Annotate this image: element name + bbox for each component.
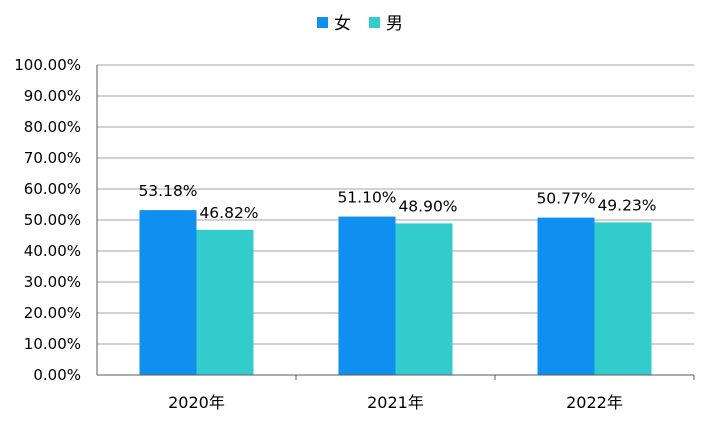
bar-female: [338, 216, 396, 375]
x-category-label: 2021年: [367, 393, 424, 412]
bar-male: [196, 229, 254, 375]
y-tick-label: 30.00%: [24, 273, 81, 291]
x-axis-categories: 2020年 2021年 2022年: [168, 393, 623, 412]
y-tick-label: 0.00%: [33, 366, 81, 384]
legend-label: 男: [386, 14, 403, 34]
bar-male: [594, 222, 652, 375]
data-label: 46.82%: [199, 204, 258, 222]
bar-female: [537, 217, 595, 375]
bars: [139, 210, 652, 375]
y-tick-label: 70.00%: [24, 149, 81, 167]
data-label: 51.10%: [337, 189, 396, 207]
data-label: 53.18%: [138, 182, 197, 200]
y-axis-ticks: 0.00% 10.00% 20.00% 30.00% 40.00% 50.00% 60.00…: [14, 56, 81, 384]
y-tick-label: 10.00%: [24, 335, 81, 353]
legend-swatch: [369, 17, 380, 28]
y-tick-label: 80.00%: [24, 118, 81, 136]
axes: [96, 65, 695, 380]
bar-female: [139, 210, 197, 375]
data-label: 50.77%: [536, 190, 595, 208]
x-category-label: 2020年: [168, 393, 225, 412]
data-labels: 53.18%46.82% 51.10% 48.90% 50.77% 49.23%: [138, 182, 656, 222]
legend: 女男: [317, 14, 403, 34]
y-tick-label: 100.00%: [14, 56, 81, 74]
legend-swatch: [317, 17, 328, 28]
data-label: 49.23%: [597, 196, 656, 214]
y-tick-label: 90.00%: [24, 87, 81, 105]
y-tick-label: 50.00%: [24, 211, 81, 229]
x-category-label: 2022年: [566, 393, 623, 412]
y-tick-label: 20.00%: [24, 304, 81, 322]
legend-label: 女: [334, 14, 351, 34]
y-tick-label: 40.00%: [24, 242, 81, 260]
data-label: 48.90%: [398, 197, 457, 215]
y-tick-label: 60.00%: [24, 180, 81, 198]
bar-male: [395, 223, 453, 375]
